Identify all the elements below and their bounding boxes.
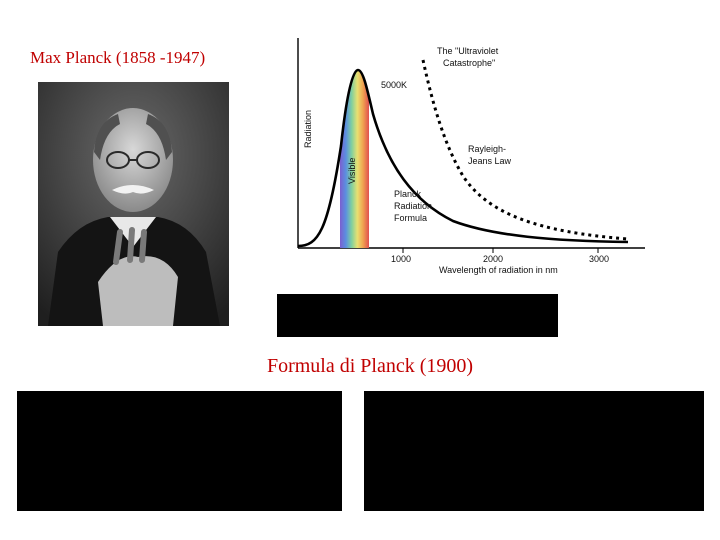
temperature-label: 5000K xyxy=(381,80,407,90)
section-subtitle: Formula di Planck (1900) xyxy=(266,355,474,377)
tick-label: 2000 xyxy=(483,254,503,264)
blackbody-diagram: 1000 2000 3000 Wavelength of radiation i… xyxy=(297,38,645,275)
uv-catastrophe-label: Catastrophe" xyxy=(443,58,495,68)
x-axis-label: Wavelength of radiation in nm xyxy=(439,265,558,275)
redacted-left-box xyxy=(17,391,342,511)
planck-formula-label: Formula xyxy=(394,213,427,223)
planck-formula-label: Radiation xyxy=(394,201,432,211)
rayleigh-jeans-label: Rayleigh- xyxy=(468,144,506,154)
y-axis-label: Radiation xyxy=(303,110,313,148)
page-title: Max Planck (1858 -1947) xyxy=(30,48,206,67)
planck-formula-label: Planck xyxy=(394,189,422,199)
rayleigh-jeans-label: Jeans Law xyxy=(468,156,512,166)
uv-catastrophe-label: The "Ultraviolet xyxy=(437,46,499,56)
tick-label: 1000 xyxy=(391,254,411,264)
redacted-right-box xyxy=(364,391,704,511)
tick-label: 3000 xyxy=(589,254,609,264)
planck-curve xyxy=(297,68,629,248)
redacted-formula-box xyxy=(277,294,558,337)
portrait-photo xyxy=(38,82,229,326)
rayleigh-jeans-curve xyxy=(421,59,629,241)
visible-label: Visible xyxy=(347,158,357,184)
